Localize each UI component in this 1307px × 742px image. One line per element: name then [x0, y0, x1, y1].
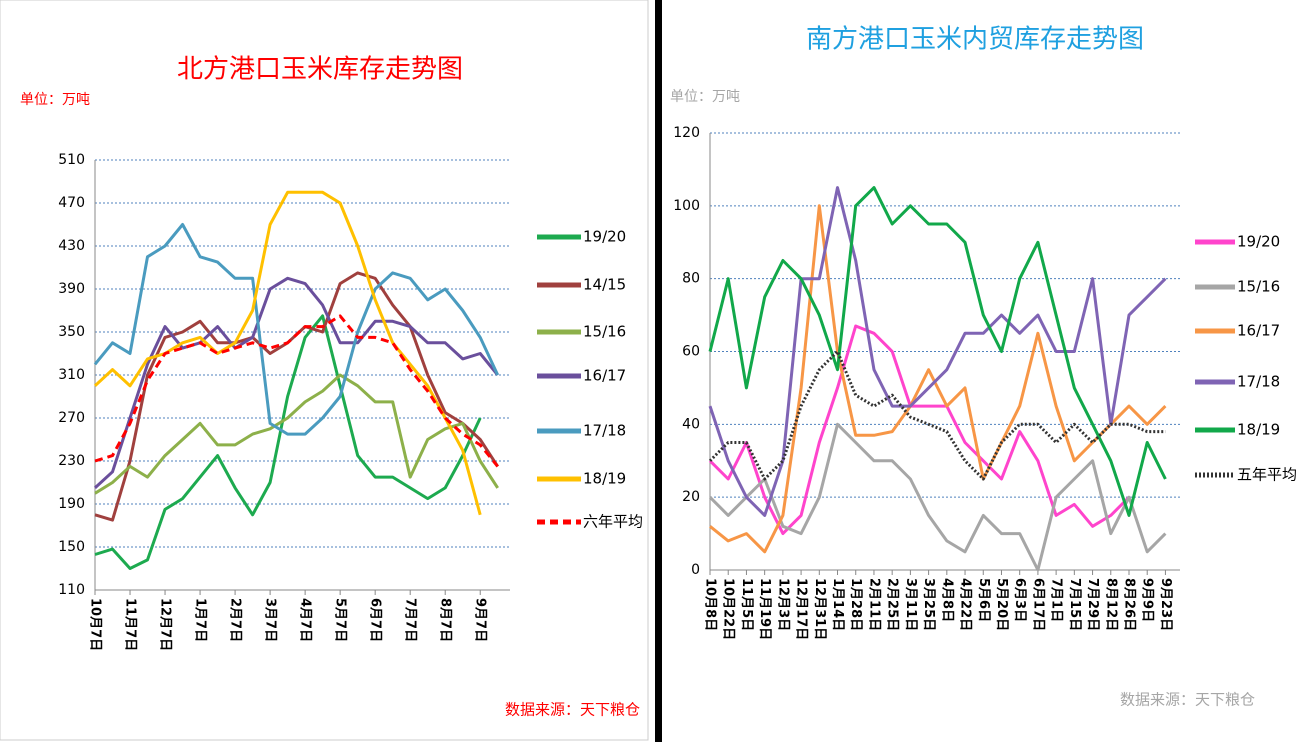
left-panel: [0, 0, 649, 741]
legend-label: 18/19: [583, 470, 626, 488]
y-tick-label: 310: [58, 367, 85, 383]
x-tick-label: 7月29日: [1085, 578, 1100, 631]
source-note: 数据来源：天下粮仓: [505, 701, 640, 719]
x-tick-label: 2月11日: [866, 578, 881, 631]
x-tick-label: 5月7日: [333, 598, 348, 642]
legend-label: 16/17: [1237, 322, 1280, 340]
x-tick-label: 11月7日: [123, 598, 138, 651]
y-tick-label: 110: [58, 582, 85, 598]
y-tick-label: 150: [58, 539, 85, 555]
x-tick-label: 11月5日: [739, 578, 754, 631]
y-tick-label: 0: [691, 562, 700, 578]
x-tick-label: 7月7日: [403, 598, 418, 642]
x-tick-label: 6月3日: [1012, 578, 1027, 622]
x-tick-label: 2月25日: [885, 578, 900, 631]
x-tick-label: 5月20日: [994, 578, 1009, 631]
series-line: [709, 204, 1167, 554]
x-tick-label: 7月15日: [1067, 578, 1082, 631]
series-line: [708, 324, 1131, 536]
series-line: [708, 186, 1167, 517]
divider: [655, 0, 662, 742]
y-tick-label: 40: [682, 416, 700, 432]
y-tick-label: 270: [58, 410, 85, 426]
chart-title: 北方港口玉米库存走势图: [177, 55, 463, 85]
x-tick-label: 9月23日: [1158, 578, 1173, 631]
y-tick-label: 430: [58, 238, 85, 254]
series-line: [708, 350, 1166, 481]
y-tick-label: 20: [682, 489, 700, 505]
series-line: [708, 422, 1167, 572]
y-tick-label: 510: [58, 152, 85, 168]
y-tick-label: 100: [673, 198, 700, 214]
x-tick-label: 12月3日: [775, 578, 790, 631]
x-tick-label: 1月14日: [830, 578, 845, 631]
x-tick-label: 12月17日: [794, 578, 809, 640]
x-tick-label: 5月6日: [976, 578, 991, 622]
y-tick-label: 230: [58, 453, 85, 469]
unit-label: 单位：万吨: [670, 89, 740, 105]
x-tick-label: 8月26日: [1121, 578, 1136, 631]
x-tick-label: 10月22日: [721, 578, 736, 640]
x-tick-label: 8月7日: [438, 598, 453, 642]
x-tick-label: 12月31日: [812, 578, 827, 640]
legend-label: 14/15: [583, 276, 626, 294]
x-tick-label: 9月7日: [473, 598, 488, 642]
series-line: [94, 314, 482, 570]
x-tick-label: 3月11日: [903, 578, 918, 631]
y-tick-label: 60: [682, 344, 700, 360]
unit-label: 单位：万吨: [20, 92, 90, 108]
legend-label: 16/17: [583, 367, 626, 385]
y-tick-label: 350: [58, 324, 85, 340]
legend-label: 19/20: [583, 228, 626, 246]
legend-label: 17/18: [583, 422, 626, 440]
x-tick-label: 9月9日: [1140, 578, 1155, 622]
series-line: [708, 186, 1167, 517]
x-tick-label: 11月19日: [757, 578, 772, 640]
y-tick-label: 390: [58, 281, 85, 297]
legend-label: 19/20: [1237, 233, 1280, 251]
x-tick-label: 4月22日: [958, 578, 973, 631]
x-tick-label: 3月7日: [263, 598, 278, 642]
x-tick-label: 6月17日: [1030, 578, 1045, 631]
series-line: [94, 314, 499, 468]
series-line: [93, 276, 499, 490]
series-line: [94, 373, 499, 495]
legend-label: 17/18: [1237, 373, 1280, 391]
y-tick-label: 120: [673, 125, 700, 141]
x-tick-label: 1月7日: [193, 598, 208, 642]
y-tick-label: 470: [58, 195, 85, 211]
series-line: [93, 190, 482, 516]
x-tick-label: 2月7日: [228, 598, 243, 642]
series-line: [93, 223, 500, 436]
y-tick-label: 190: [58, 496, 85, 512]
chart-title: 南方港口玉米内贸库存走势图: [806, 25, 1144, 55]
x-tick-label: 10月7日: [88, 598, 103, 651]
x-tick-label: 6月7日: [368, 598, 383, 642]
legend-label: 18/19: [1237, 421, 1280, 439]
x-tick-label: 4月8日: [939, 578, 954, 622]
y-tick-label: 80: [682, 271, 700, 287]
x-tick-label: 4月7日: [298, 598, 313, 642]
x-tick-label: 1月28日: [848, 578, 863, 631]
x-tick-label: 10月8日: [703, 578, 718, 631]
x-tick-label: 8月12日: [1103, 578, 1118, 631]
legend-label: 15/16: [1237, 278, 1280, 296]
source-note: 数据来源：天下粮仓: [1120, 691, 1255, 709]
x-tick-label: 3月25日: [921, 578, 936, 631]
x-tick-label: 12月7日: [158, 598, 173, 651]
x-tick-label: 7月1日: [1049, 578, 1064, 622]
legend-label: 六年平均: [583, 513, 643, 531]
legend-label: 15/16: [583, 323, 626, 341]
legend-label: 五年平均: [1237, 466, 1297, 484]
